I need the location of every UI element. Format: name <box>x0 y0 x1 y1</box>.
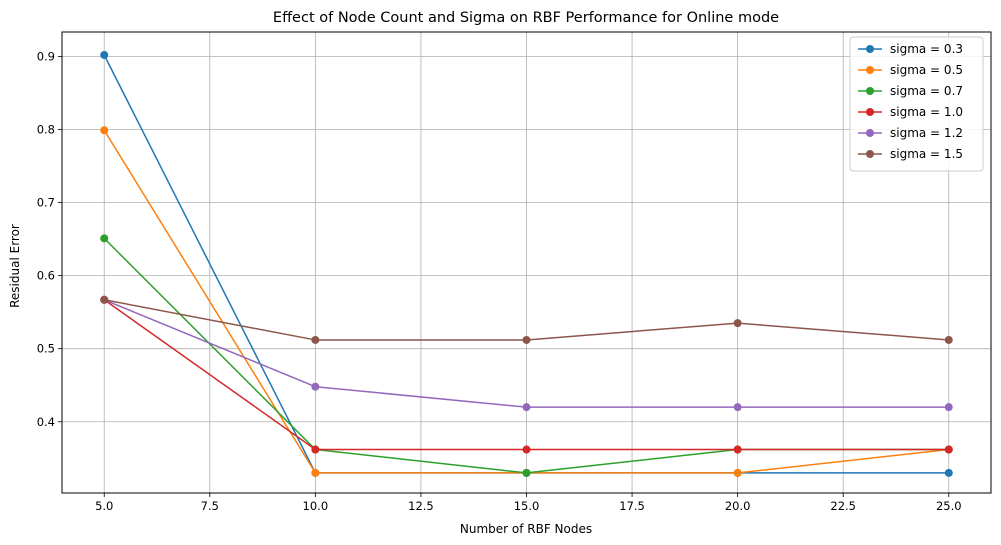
x-tick-label: 25.0 <box>936 499 962 513</box>
axis-ticks: 5.0 7.5 10.0 12.5 15.0 17.5 20.0 22.5 25.0 0.4 0.5… <box>37 49 962 513</box>
data-point <box>311 382 320 391</box>
legend-swatch-marker <box>866 66 874 74</box>
x-tick-label: 10.0 <box>303 499 329 513</box>
y-tick-label: 0.8 <box>37 123 55 137</box>
legend: sigma = 0.3 sigma = 0.5 sigma = 0.7 sigma =… <box>849 36 984 172</box>
x-tick-label: 7.5 <box>201 499 219 513</box>
y-tick-label: 0.6 <box>37 269 55 283</box>
legend-swatch-marker <box>866 150 874 158</box>
chart-title: Effect of Node Count and Sigma on RBF Pe… <box>273 10 779 26</box>
legend-box <box>849 36 984 172</box>
data-point <box>522 403 531 412</box>
x-tick-label: 22.5 <box>830 499 856 513</box>
legend-label: sigma = 0.3 <box>890 42 963 56</box>
data-point <box>100 234 109 243</box>
legend-label: sigma = 0.5 <box>890 63 963 77</box>
data-point <box>100 51 109 60</box>
legend-item: sigma = 0.3 <box>858 42 963 56</box>
y-tick-label: 0.7 <box>37 196 55 210</box>
y-tick-label: 0.5 <box>37 342 55 356</box>
legend-item: sigma = 1.5 <box>858 147 963 161</box>
series-6 <box>100 295 953 344</box>
data-point <box>100 126 109 135</box>
legend-label: sigma = 1.2 <box>890 126 963 140</box>
data-point <box>944 403 953 412</box>
data-point <box>522 468 531 477</box>
data-point <box>522 445 531 454</box>
data-point <box>944 468 953 477</box>
x-tick-label: 5.0 <box>95 499 113 513</box>
y-tick-label: 0.9 <box>37 49 55 63</box>
legend-item: sigma = 1.2 <box>858 126 963 140</box>
y-axis-label: Residual Error <box>8 224 22 308</box>
data-point <box>522 335 531 344</box>
y-tick-label: 0.4 <box>37 415 55 429</box>
data-point <box>311 335 320 344</box>
data-point <box>733 319 742 328</box>
legend-label: sigma = 1.0 <box>890 105 963 119</box>
legend-item: sigma = 0.5 <box>858 63 963 77</box>
series-group <box>100 51 953 477</box>
legend-swatch-marker <box>866 129 874 137</box>
legend-label: sigma = 0.7 <box>890 84 963 98</box>
x-tick-label: 12.5 <box>408 499 434 513</box>
data-point <box>100 295 109 304</box>
x-tick-label: 20.0 <box>725 499 751 513</box>
grid <box>62 32 991 493</box>
data-point <box>311 468 320 477</box>
legend-item: sigma = 0.7 <box>858 84 963 98</box>
legend-label: sigma = 1.5 <box>890 147 963 161</box>
data-point <box>733 403 742 412</box>
x-tick-label: 17.5 <box>619 499 645 513</box>
data-point <box>733 445 742 454</box>
legend-item: sigma = 1.0 <box>858 105 963 119</box>
legend-swatch-marker <box>866 87 874 95</box>
data-point <box>944 445 953 454</box>
x-axis-label: Number of RBF Nodes <box>460 522 592 536</box>
data-point <box>944 335 953 344</box>
legend-swatch-marker <box>866 45 874 53</box>
x-tick-label: 15.0 <box>514 499 540 513</box>
data-point <box>311 445 320 454</box>
data-point <box>733 468 742 477</box>
legend-swatch-marker <box>866 108 874 116</box>
